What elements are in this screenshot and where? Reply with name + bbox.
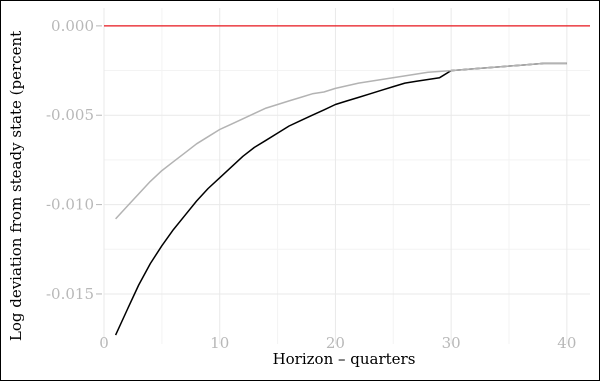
series-lines xyxy=(104,25,590,336)
x-tick-label: 30 xyxy=(442,334,461,352)
grid xyxy=(103,8,590,344)
y-tick-label: -0.005 xyxy=(46,106,94,124)
x-tick-label: 10 xyxy=(210,334,229,352)
x-tick-label: 0 xyxy=(99,334,109,352)
y-tick-label: 0.000 xyxy=(51,17,94,35)
y-tick-label: -0.015 xyxy=(46,285,94,303)
series-line-1 xyxy=(114,62,567,336)
series-line-2 xyxy=(115,62,567,220)
x-axis-label: Horizon – quarters xyxy=(273,350,416,368)
x-tick-label: 40 xyxy=(557,334,576,352)
y-tick-label: -0.010 xyxy=(46,196,94,214)
x-tick-label: 20 xyxy=(326,334,345,352)
y-axis-label: Log deviation from steady state (percent xyxy=(7,31,25,341)
tick-labels: 0 10 20 30 40 0.000 -0.005 -0.010 -0.015 xyxy=(46,17,576,352)
